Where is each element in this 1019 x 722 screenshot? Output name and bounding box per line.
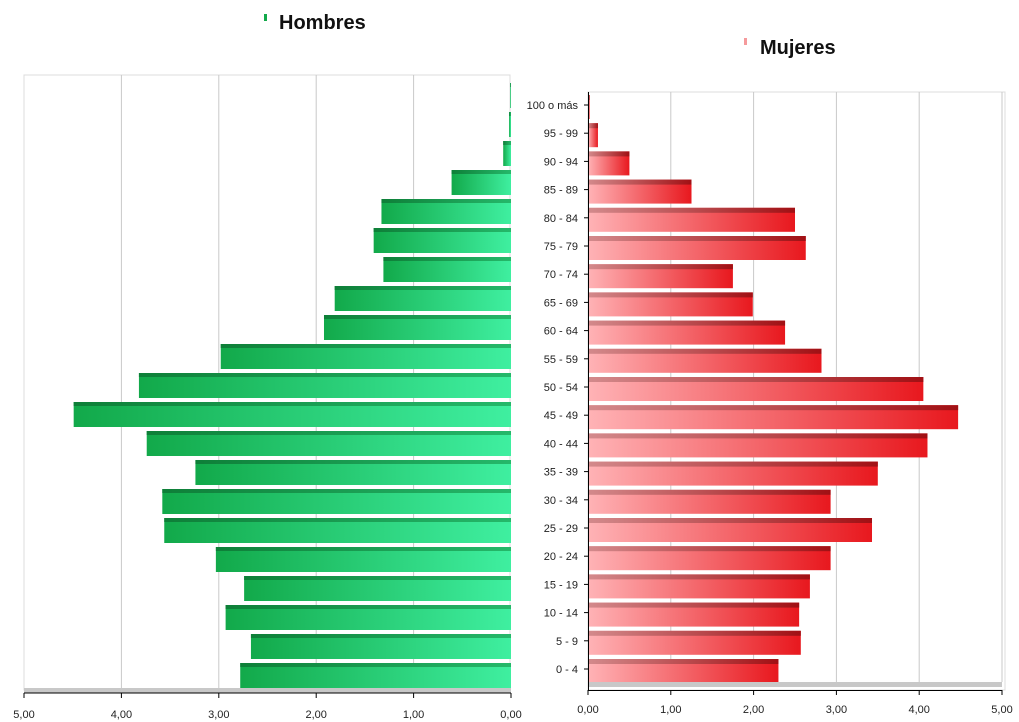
bar-men-80-84 <box>381 199 511 224</box>
bar-men-75-79 <box>373 228 511 253</box>
bar-men-35-39 <box>195 460 511 485</box>
bar-women-70-74 <box>588 264 733 289</box>
category-label: 10 - 14 <box>544 608 578 620</box>
bar-men-45-49 <box>73 402 511 427</box>
x-tick-label-women: 4,00 <box>908 704 929 716</box>
x-ticks-women: 0,00 1,00 2,00 3,00 4,00 5,00 <box>577 690 1013 716</box>
bar-women-25-29 <box>588 518 873 542</box>
bar-men-30-34 <box>162 489 512 514</box>
legend-swatch-women <box>744 38 747 45</box>
category-label: 100 o más <box>527 100 579 112</box>
x-tick-label-women: 0,00 <box>577 704 598 716</box>
category-label: 35 - 39 <box>544 467 578 479</box>
bar-women-35-39 <box>588 461 878 486</box>
bar-men-50-54 <box>138 373 511 398</box>
category-label: 15 - 19 <box>544 579 578 591</box>
x-tick-label-men: 1,00 <box>403 709 424 721</box>
bar-men-5-9 <box>250 634 511 659</box>
axis-floor-men <box>24 688 511 693</box>
x-tick-label-women: 5,00 <box>991 704 1012 716</box>
bar-women-0-4 <box>588 659 779 683</box>
bar-men-15-19 <box>244 576 511 601</box>
bar-men-60-64 <box>323 315 511 340</box>
x-tick-label-women: 3,00 <box>826 704 847 716</box>
category-label: 40 - 44 <box>544 438 578 450</box>
bar-men-70-74 <box>383 257 511 282</box>
category-label: 30 - 34 <box>544 495 578 507</box>
legend-label-men: Hombres <box>279 12 366 34</box>
bar-women-55-59 <box>588 348 822 373</box>
bars-men <box>73 83 512 688</box>
bar-women-95-99 <box>588 123 598 148</box>
bar-women-75-79 <box>588 236 806 260</box>
bars-women <box>588 95 959 683</box>
bar-men-65-69 <box>334 286 511 311</box>
x-tick-label-men: 4,00 <box>111 709 132 721</box>
bar-women-30-34 <box>588 489 831 514</box>
bar-women-10-14 <box>588 602 800 627</box>
category-label: 85 - 89 <box>544 185 578 197</box>
bar-women-80-84 <box>588 207 795 232</box>
x-tick-label-men: 2,00 <box>305 709 326 721</box>
category-label: 50 - 54 <box>544 382 578 394</box>
bar-men-100omás <box>510 83 511 108</box>
bar-men-95-99 <box>509 112 511 137</box>
x-tick-label-men: 3,00 <box>208 709 229 721</box>
bar-men-20-24 <box>215 547 512 572</box>
bar-women-45-49 <box>588 405 959 430</box>
bar-women-65-69 <box>588 292 753 317</box>
bar-women-85-89 <box>588 179 692 204</box>
category-label: 70 - 74 <box>544 269 578 281</box>
bar-men-40-44 <box>146 431 511 456</box>
x-tick-label-men: 0,00 <box>500 709 521 721</box>
bar-men-25-29 <box>164 518 512 543</box>
x-tick-label-women: 1,00 <box>660 704 681 716</box>
legend-swatch-men <box>264 14 267 21</box>
bar-women-60-64 <box>588 320 786 345</box>
category-label: 80 - 84 <box>544 213 578 225</box>
bar-women-15-19 <box>588 574 810 599</box>
category-label: 90 - 94 <box>544 156 578 168</box>
category-label: 5 - 9 <box>556 636 578 648</box>
bar-men-90-94 <box>503 141 511 166</box>
category-label: 0 - 4 <box>556 664 578 676</box>
x-tick-label-men: 5,00 <box>13 709 34 721</box>
category-label: 55 - 59 <box>544 354 578 366</box>
bar-women-5-9 <box>588 630 801 655</box>
category-label: 60 - 64 <box>544 326 578 338</box>
bar-men-85-89 <box>451 170 511 195</box>
category-label: 20 - 24 <box>544 551 578 563</box>
bar-women-90-94 <box>588 151 630 176</box>
category-label: 45 - 49 <box>544 410 578 422</box>
bar-women-20-24 <box>588 546 831 571</box>
category-label: 95 - 99 <box>544 128 578 140</box>
category-label: 25 - 29 <box>544 523 578 535</box>
category-labels: 0 - 4 5 - 9 10 - 14 15 - 19 20 - 24 25 - 29 30… <box>527 100 588 676</box>
bar-men-0-4 <box>240 663 511 688</box>
category-label: 65 - 69 <box>544 297 578 309</box>
bar-women-40-44 <box>588 433 928 458</box>
bar-men-10-14 <box>225 605 512 630</box>
bar-women-50-54 <box>588 377 924 401</box>
x-tick-label-women: 2,00 <box>743 704 764 716</box>
x-ticks-men: 5,00 4,00 3,00 2,00 1,00 0,00 <box>13 693 522 721</box>
legend-label-women: Mujeres <box>760 37 836 59</box>
axis-floor-women <box>588 682 1002 687</box>
bar-men-55-59 <box>220 344 512 369</box>
category-label: 75 - 79 <box>544 241 578 253</box>
